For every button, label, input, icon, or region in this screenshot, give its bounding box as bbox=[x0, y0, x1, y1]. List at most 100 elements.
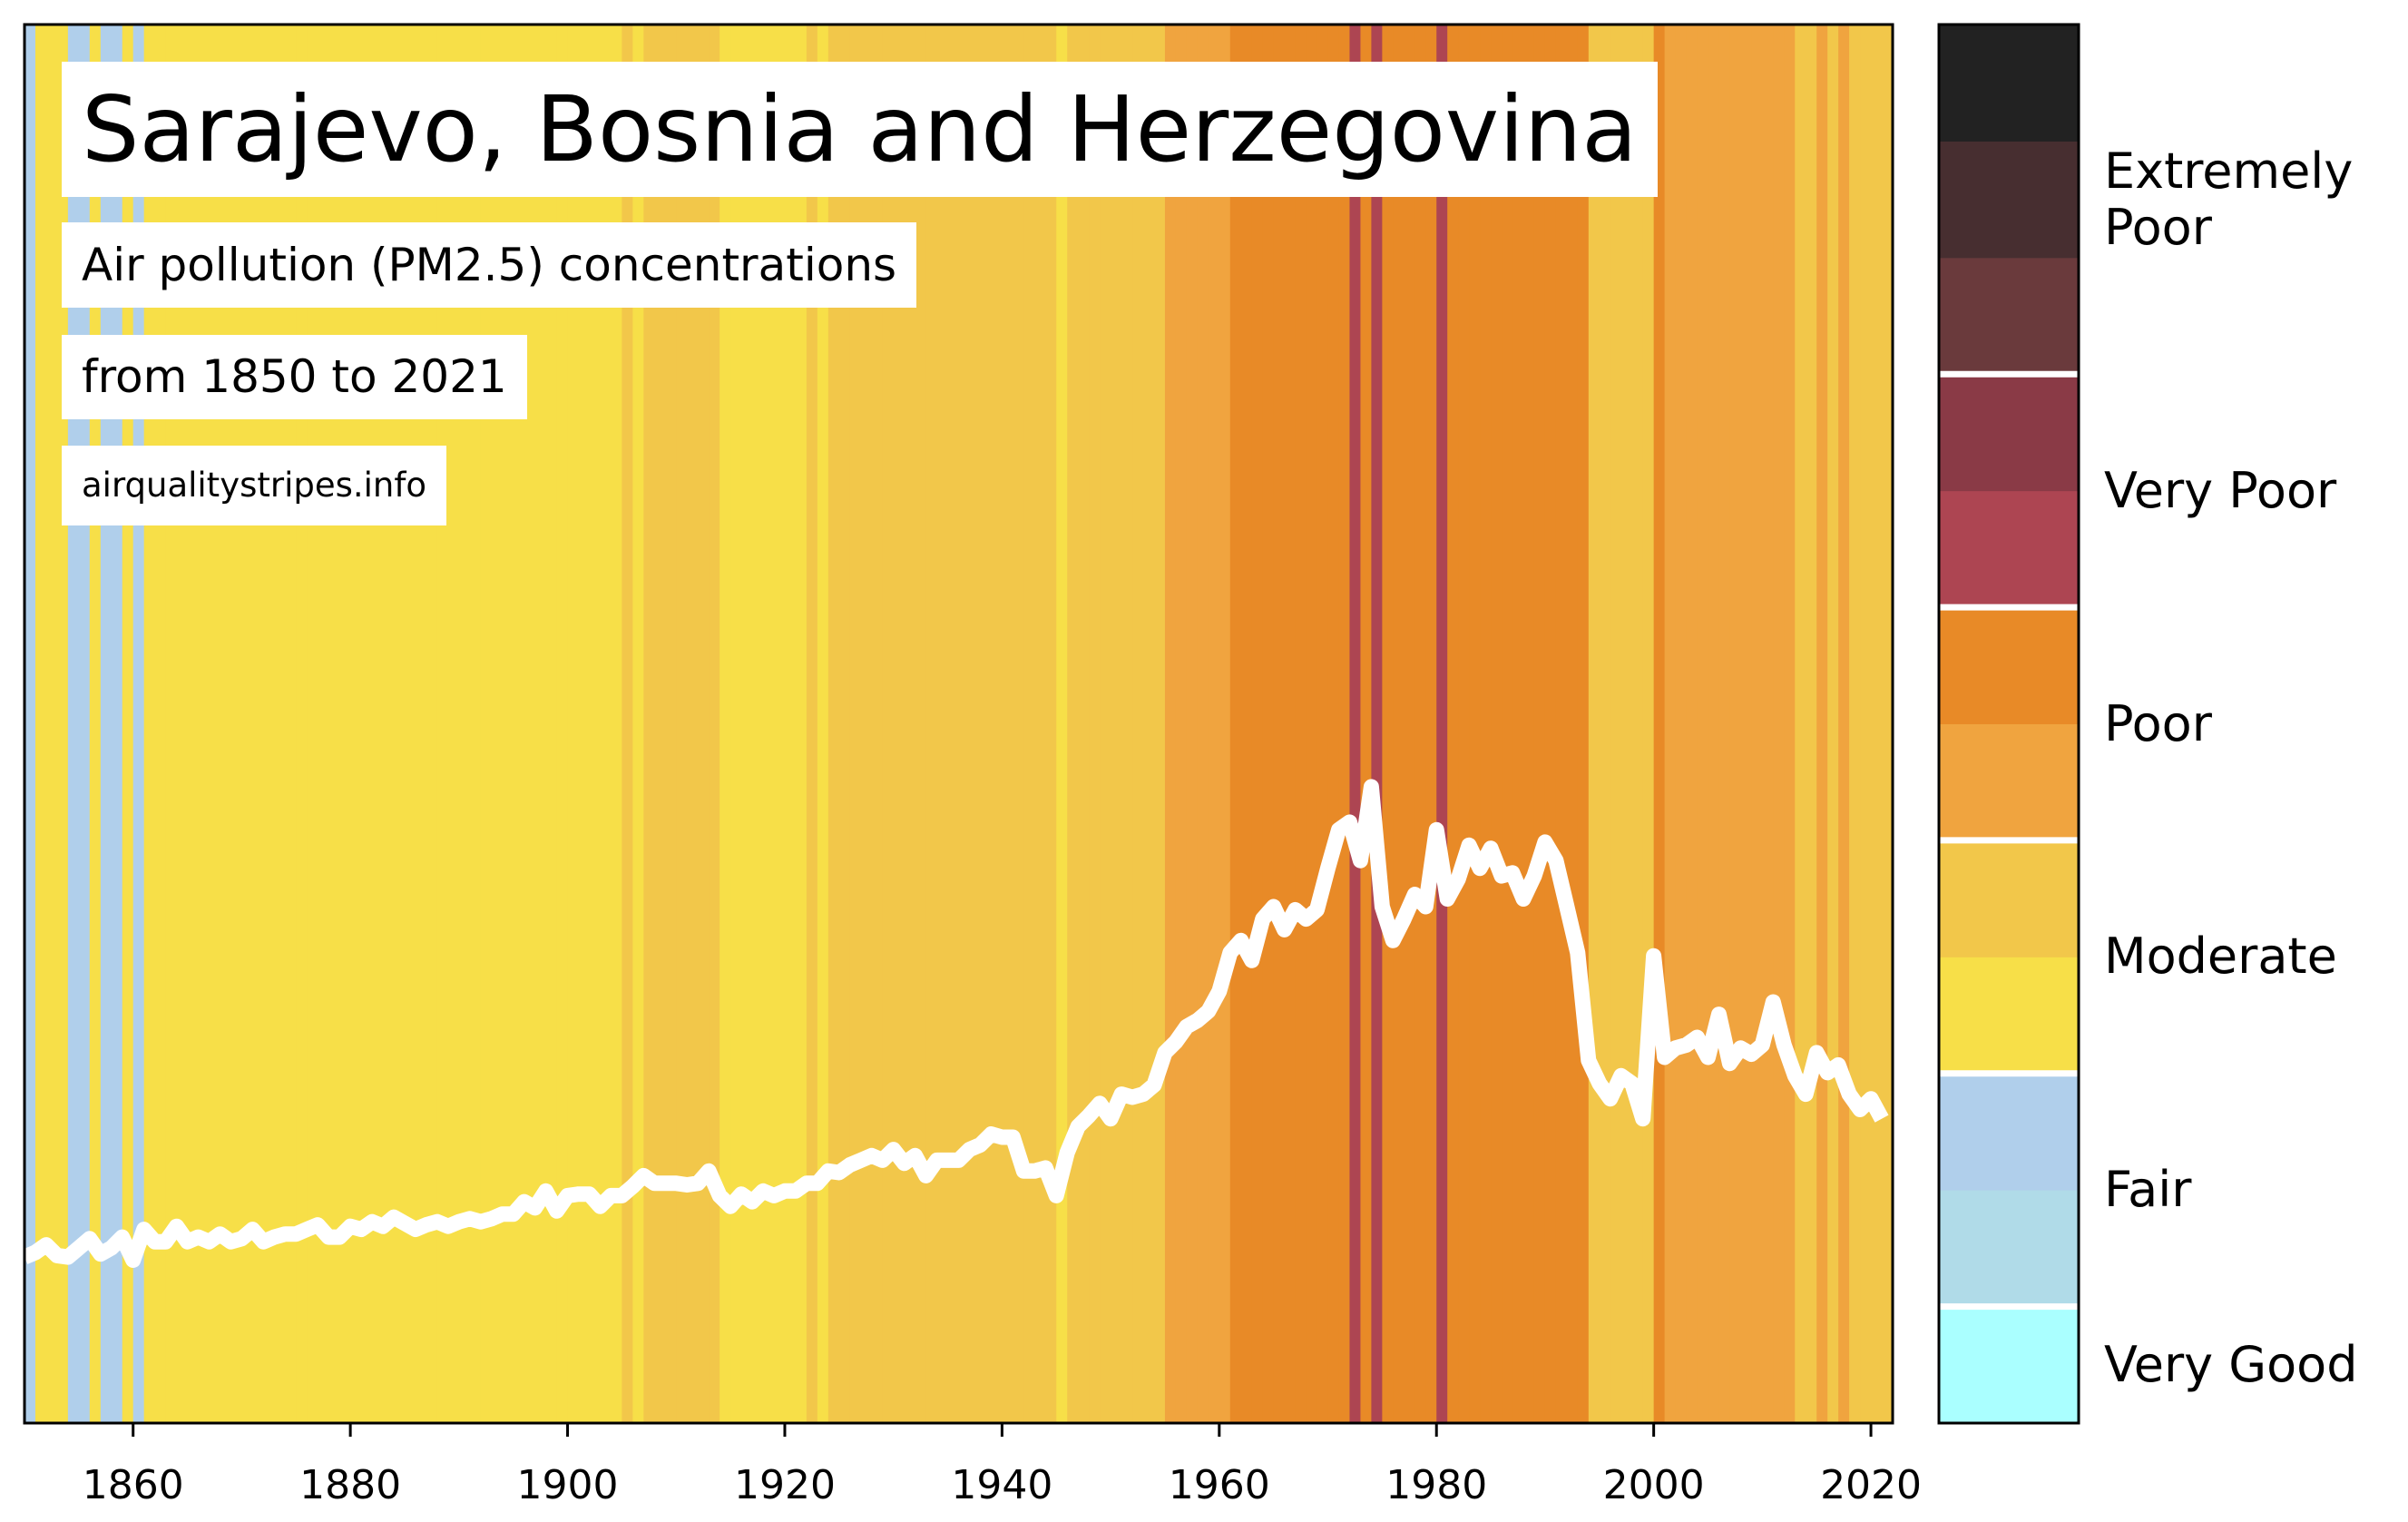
stripe bbox=[24, 25, 36, 1423]
stripe bbox=[643, 25, 655, 1423]
stripe bbox=[1740, 25, 1752, 1423]
stripe bbox=[567, 25, 580, 1423]
stripe bbox=[1544, 25, 1557, 1423]
stripe bbox=[1371, 25, 1383, 1423]
stripe bbox=[1762, 25, 1774, 1423]
stripe bbox=[904, 25, 916, 1423]
stripe bbox=[795, 25, 808, 1423]
chart-subtitle: from 1850 to 2021 bbox=[62, 335, 527, 419]
stripe bbox=[1338, 25, 1351, 1423]
x-tick-label: 1980 bbox=[1385, 1462, 1487, 1508]
stripe bbox=[1056, 25, 1068, 1423]
stripe bbox=[1555, 25, 1568, 1423]
x-tick-label: 2000 bbox=[1603, 1462, 1705, 1508]
stripe bbox=[676, 25, 688, 1423]
stripe bbox=[1393, 25, 1405, 1423]
stripe bbox=[1469, 25, 1481, 1423]
colorbar-label: Fair bbox=[2104, 1161, 2192, 1219]
stripe bbox=[1111, 25, 1122, 1423]
stripe bbox=[763, 25, 775, 1423]
stripe bbox=[1132, 25, 1144, 1423]
stripe bbox=[1773, 25, 1785, 1423]
stripe bbox=[849, 25, 862, 1423]
stripe bbox=[1882, 25, 1894, 1423]
stripe bbox=[1262, 25, 1275, 1423]
stripe bbox=[1480, 25, 1492, 1423]
source-label: airqualitystripes.info bbox=[62, 446, 447, 525]
stripe bbox=[817, 25, 829, 1423]
stripe bbox=[1806, 25, 1817, 1423]
colorbar-swatch bbox=[1939, 957, 2079, 1075]
stripe bbox=[1360, 25, 1372, 1423]
stripe bbox=[1838, 25, 1850, 1423]
stripe bbox=[1067, 25, 1079, 1423]
x-tick-label: 1860 bbox=[83, 1462, 184, 1508]
stripe bbox=[534, 25, 547, 1423]
stripe bbox=[1718, 25, 1731, 1423]
stripe bbox=[1795, 25, 1806, 1423]
stripe bbox=[730, 25, 742, 1423]
stripe bbox=[1273, 25, 1286, 1423]
stripe bbox=[969, 25, 982, 1423]
stripe bbox=[1284, 25, 1297, 1423]
stripe bbox=[687, 25, 699, 1423]
stripe bbox=[991, 25, 1003, 1423]
stripe bbox=[915, 25, 927, 1423]
stripe bbox=[1186, 25, 1199, 1423]
stripe bbox=[1349, 25, 1362, 1423]
stripe bbox=[1577, 25, 1590, 1423]
stripe bbox=[1642, 25, 1655, 1423]
colorbar-label: Extremely Poor bbox=[2104, 142, 2354, 256]
x-tick-label: 1900 bbox=[517, 1462, 619, 1508]
stripe bbox=[936, 25, 949, 1423]
stripe bbox=[1599, 25, 1611, 1423]
stripe bbox=[893, 25, 905, 1423]
stripe bbox=[741, 25, 753, 1423]
stripe bbox=[1251, 25, 1264, 1423]
stripe bbox=[665, 25, 677, 1423]
stripe bbox=[1491, 25, 1503, 1423]
colorbar-label: Poor bbox=[2104, 694, 2212, 752]
stripe bbox=[1620, 25, 1633, 1423]
stripe bbox=[925, 25, 938, 1423]
stripe bbox=[1002, 25, 1013, 1423]
stripe bbox=[1078, 25, 1090, 1423]
stripe bbox=[1686, 25, 1698, 1423]
stripe bbox=[752, 25, 764, 1423]
stripe bbox=[1327, 25, 1340, 1423]
colorbar-swatch bbox=[1939, 1190, 2079, 1308]
colorbar-swatch bbox=[1939, 607, 2079, 724]
stripe bbox=[1208, 25, 1220, 1423]
stripe bbox=[1175, 25, 1188, 1423]
stripe bbox=[1512, 25, 1524, 1423]
stripe bbox=[719, 25, 731, 1423]
stripe bbox=[1729, 25, 1742, 1423]
chart-subtitle: Air pollution (PM2.5) concentrations bbox=[62, 222, 917, 308]
stripe bbox=[709, 25, 720, 1423]
stripe bbox=[698, 25, 710, 1423]
colorbar-swatch bbox=[1939, 723, 2079, 841]
stripe bbox=[773, 25, 786, 1423]
stripe bbox=[1664, 25, 1677, 1423]
stripe bbox=[1751, 25, 1763, 1423]
x-tick-label: 1880 bbox=[299, 1462, 401, 1508]
stripe bbox=[806, 25, 818, 1423]
stripe bbox=[1610, 25, 1622, 1423]
stripe bbox=[1588, 25, 1600, 1423]
stripe bbox=[1784, 25, 1796, 1423]
stripe bbox=[1121, 25, 1133, 1423]
stripe bbox=[947, 25, 960, 1423]
colorbar-swatch bbox=[1939, 1306, 2079, 1424]
stripe bbox=[578, 25, 591, 1423]
colorbar-swatch bbox=[1939, 374, 2079, 492]
colorbar-label: Very Poor bbox=[2104, 461, 2337, 519]
plot-frame bbox=[23, 23, 1894, 1425]
stripe bbox=[1153, 25, 1166, 1423]
stripe bbox=[1382, 25, 1394, 1423]
stripe bbox=[1306, 25, 1318, 1423]
stripe bbox=[1816, 25, 1828, 1423]
x-tick-label: 2020 bbox=[1820, 1462, 1922, 1508]
stripe bbox=[1675, 25, 1688, 1423]
stripe bbox=[1013, 25, 1024, 1423]
